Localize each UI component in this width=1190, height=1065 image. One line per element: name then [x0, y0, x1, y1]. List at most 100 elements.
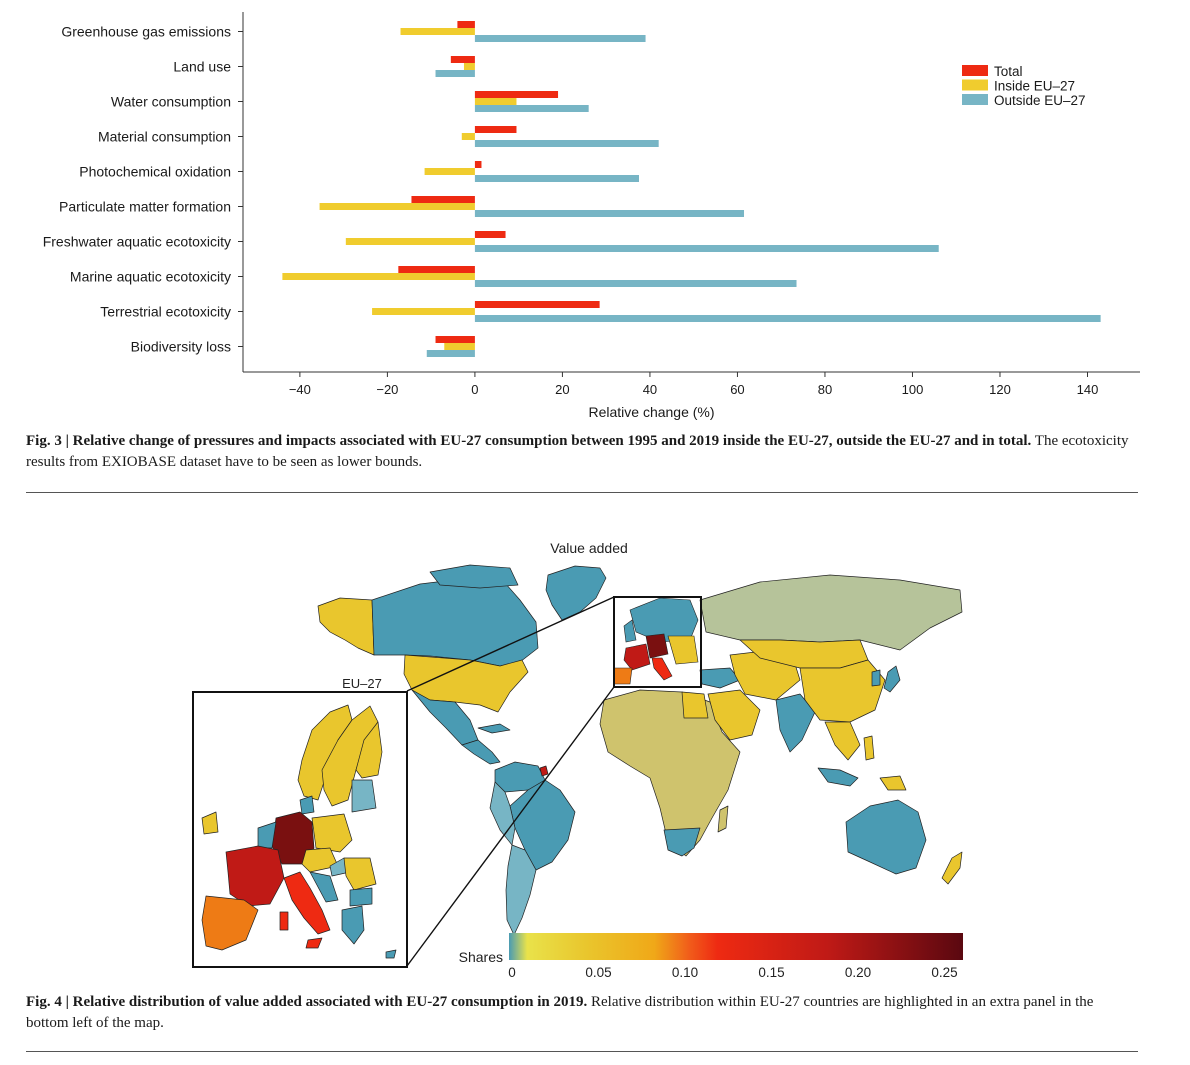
bar-inside-eu-27 [400, 28, 475, 35]
iran-central-asia [729, 647, 801, 701]
fig3-caption-text: The ecotoxicity results from EXIOBASE da… [26, 433, 1129, 470]
arabia [707, 689, 761, 741]
colorbar-label: Shares [459, 949, 503, 965]
greenland [545, 565, 607, 621]
colorbar-tick-label: 0.05 [585, 965, 611, 980]
x-tick-label: 100 [902, 382, 924, 397]
x-tick-label: −20 [376, 382, 398, 397]
papua [879, 775, 907, 791]
bar-total [474, 91, 559, 98]
bar-outside-eu-27 [426, 350, 475, 357]
europe-germany-world [645, 633, 669, 659]
indonesia [817, 767, 859, 787]
mexico [411, 689, 479, 746]
southeast-asia [824, 721, 861, 761]
legend-label: Inside EU–27 [994, 79, 1075, 94]
bar-outside-eu-27 [474, 175, 639, 182]
inset-poland [311, 813, 353, 853]
bar-inside-eu-27 [461, 133, 475, 140]
bottom-divider [26, 1051, 1138, 1052]
inset-greece [341, 905, 365, 945]
bar-total [457, 21, 475, 28]
inset-ireland [201, 811, 219, 835]
bar-total [474, 231, 506, 238]
colorbar-tick-label: 0.20 [845, 965, 871, 980]
inset-sweden [321, 705, 379, 807]
inset-slovenia-croatia [309, 871, 339, 903]
bar-inside-eu-27 [282, 273, 475, 280]
bar-outside-eu-27 [474, 315, 1101, 322]
japan [883, 665, 901, 693]
fig4-caption-bold: Fig. 4 | Relative distribution of value … [26, 994, 588, 1010]
bar-total [435, 336, 475, 343]
bar-total [474, 161, 482, 168]
canada-islands [429, 564, 519, 589]
europe-spain-world [613, 667, 633, 685]
russia [699, 574, 963, 651]
inset-france [225, 845, 285, 907]
brazil [509, 779, 576, 871]
colorbar [509, 933, 963, 960]
legend-swatch [962, 79, 988, 91]
philippines [863, 735, 875, 761]
bar-total [411, 196, 475, 203]
bar-total [474, 301, 600, 308]
uk-world [623, 619, 637, 643]
south-africa [663, 827, 701, 857]
y-tick-label: Terrestrial ecotoxicity [100, 304, 231, 320]
bar-inside-eu-27 [474, 98, 517, 105]
inset-hungary [329, 857, 351, 877]
bar-total [450, 56, 475, 63]
cuba [477, 723, 511, 734]
bar-inside-eu-27 [319, 203, 475, 210]
korea [871, 669, 881, 687]
french-guiana [539, 765, 549, 777]
inset-czech-austria [301, 847, 339, 873]
x-tick-label: 0 [471, 382, 478, 397]
legend-swatch [962, 65, 988, 76]
bar-outside-eu-27 [474, 140, 659, 147]
egypt [681, 691, 709, 719]
europe-north [629, 597, 699, 643]
australia [845, 799, 927, 875]
x-tick-label: 20 [555, 382, 569, 397]
y-tick-label: Water consumption [111, 94, 231, 110]
inset-eu-countries [201, 704, 397, 959]
legend-swatch [962, 94, 988, 105]
bar-inside-eu-27 [424, 168, 475, 175]
kazakhstan-mongolia [739, 639, 869, 669]
africa [599, 689, 741, 857]
europe-highlight-box [613, 596, 702, 688]
y-tick-label: Marine aquatic ecotoxicity [70, 269, 231, 285]
bar-outside-eu-27 [474, 210, 745, 217]
fig3-bar-chart: Greenhouse gas emissions Land use Water co… [43, 12, 1140, 420]
venezuela-colombia [494, 761, 546, 793]
central-america [461, 739, 501, 765]
fig4-caption-text: Relative distribution within EU-27 count… [26, 994, 1094, 1031]
colorbar-tick-label: 0 [508, 965, 516, 980]
y-tick-label: Land use [173, 59, 231, 75]
bar-outside-eu-27 [474, 35, 646, 42]
bar-total [474, 126, 517, 133]
europe-world [613, 597, 699, 685]
x-tick-label: −40 [289, 382, 311, 397]
europe-east-world [667, 635, 699, 665]
bar-outside-eu-27 [474, 105, 589, 112]
india [775, 693, 816, 753]
x-tick-label: 140 [1077, 382, 1099, 397]
inset-finland [355, 721, 383, 779]
inset-spain-portugal [201, 895, 259, 951]
fig3-caption-bold: Fig. 3 | Relative change of pressures an… [26, 433, 1032, 449]
inset-denmark [299, 795, 315, 815]
x-tick-label: 40 [643, 382, 657, 397]
inset-panel [192, 691, 408, 968]
inset-romania [343, 857, 377, 891]
inset-italy [283, 871, 331, 935]
inset-benelux [257, 821, 277, 849]
bar-inside-eu-27 [463, 63, 475, 70]
x-tick-label: 120 [989, 382, 1011, 397]
bar-outside-eu-27 [474, 280, 797, 287]
europe-france-world [623, 643, 651, 671]
bar-inside-eu-27 [372, 308, 475, 315]
y-tick-label: Photochemical oxidation [79, 164, 231, 180]
